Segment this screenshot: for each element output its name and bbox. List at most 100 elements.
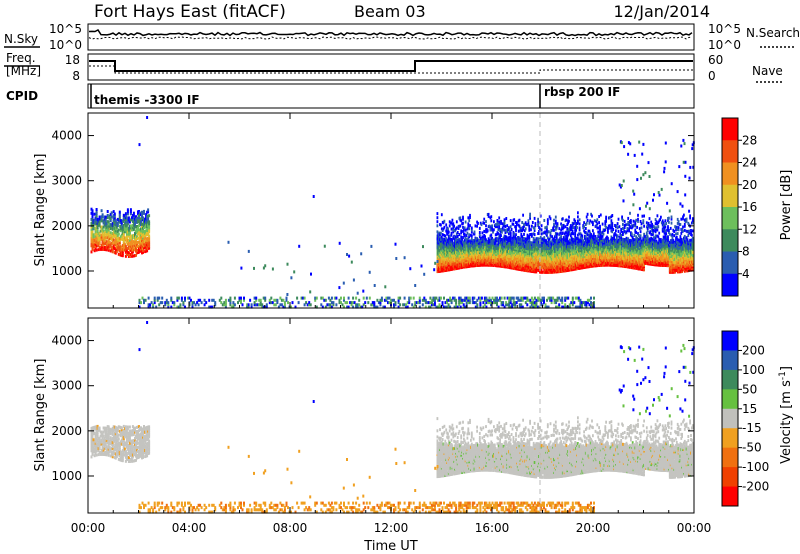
power-cell xyxy=(126,230,129,234)
power-cell xyxy=(130,238,133,242)
power-cell xyxy=(143,238,145,242)
power-cell xyxy=(532,260,535,264)
power-cell xyxy=(97,244,100,248)
power-cell xyxy=(524,227,527,231)
power-cell xyxy=(607,247,609,251)
power-cell xyxy=(532,232,535,236)
power-cell xyxy=(498,256,501,260)
power-cell xyxy=(539,265,542,269)
power-cell xyxy=(532,236,535,240)
power-cell xyxy=(481,231,484,235)
power-cell xyxy=(458,233,461,237)
power-cell xyxy=(460,235,463,239)
power-cell xyxy=(608,246,611,250)
power-cell xyxy=(96,228,99,231)
power-cell xyxy=(494,246,497,250)
power-cell xyxy=(629,238,631,242)
power-cell xyxy=(102,219,105,223)
power-cell xyxy=(486,252,489,256)
power-cell xyxy=(125,246,128,250)
power-cell xyxy=(93,212,96,216)
power-cell xyxy=(506,259,509,263)
power-cell xyxy=(456,231,459,234)
power-cell xyxy=(541,247,544,251)
power-cell xyxy=(138,232,140,236)
power-cell xyxy=(546,236,549,240)
power-cell xyxy=(524,253,527,257)
power-cell xyxy=(479,238,482,242)
power-cell xyxy=(567,231,569,235)
freq-trace xyxy=(89,60,693,72)
power-cell xyxy=(445,264,448,268)
noise-panel: N.Sky 10^5 10^0 10^5 10^0 N.Search xyxy=(4,22,800,52)
power-cell xyxy=(111,248,114,252)
power-plot-frame xyxy=(88,113,694,308)
power-cell xyxy=(124,218,127,222)
power-cell xyxy=(584,227,587,230)
power-cell xyxy=(483,244,486,248)
power-cell xyxy=(551,245,554,249)
power-cell xyxy=(620,262,623,266)
power-cell xyxy=(94,234,97,238)
power-cell xyxy=(556,232,559,236)
power-cell xyxy=(94,242,97,246)
power-cell xyxy=(543,219,546,222)
power-cell xyxy=(138,224,140,228)
power-cell xyxy=(509,225,512,229)
power-cell xyxy=(448,263,451,267)
power-cell xyxy=(532,270,535,274)
power-cell xyxy=(436,212,439,216)
power-cell xyxy=(551,256,554,260)
power-cell xyxy=(107,238,110,242)
power-cell xyxy=(445,268,448,272)
power-cell xyxy=(470,226,473,230)
power-cell xyxy=(562,238,565,242)
power-cell xyxy=(605,215,607,219)
power-cell xyxy=(90,238,93,242)
power-cell xyxy=(526,233,529,237)
power-cell xyxy=(90,207,93,211)
power-cell xyxy=(131,244,134,248)
power-cell xyxy=(612,238,615,242)
power-cell xyxy=(532,255,535,259)
power-cell xyxy=(138,250,140,254)
power-cell xyxy=(119,235,122,239)
power-cell xyxy=(559,252,562,256)
power-cell xyxy=(445,262,448,266)
power-cell xyxy=(105,234,108,238)
power-cell xyxy=(501,226,504,230)
power-cell xyxy=(527,219,530,223)
power-cell xyxy=(146,227,149,230)
power-cell xyxy=(506,262,509,266)
power-cell xyxy=(122,240,125,244)
power-cell xyxy=(443,225,446,229)
cpid-mode-1: rbsp 200 IF xyxy=(544,85,620,99)
power-cell xyxy=(612,255,615,259)
power-cell xyxy=(445,245,448,249)
power-cell xyxy=(554,219,557,223)
power-cell xyxy=(615,237,618,241)
power-cell xyxy=(522,227,524,231)
power-cell xyxy=(501,242,504,246)
power-cell xyxy=(120,233,123,237)
power-cell xyxy=(131,218,134,221)
power-cell xyxy=(598,233,600,237)
power-cell xyxy=(95,244,98,248)
power-cell xyxy=(486,258,489,262)
power-cell xyxy=(143,230,145,234)
power-cell xyxy=(92,243,95,247)
power-cell xyxy=(138,230,140,234)
power-cell xyxy=(582,253,585,257)
power-cell xyxy=(579,236,582,240)
power-cell xyxy=(138,214,140,218)
power-cell xyxy=(445,260,448,264)
power-cell xyxy=(148,244,151,248)
power-cell xyxy=(525,223,528,227)
power-cell xyxy=(494,225,497,229)
power-cell xyxy=(96,230,99,234)
power-cell xyxy=(440,213,443,217)
power-cell xyxy=(95,210,98,213)
power-cell xyxy=(585,221,588,225)
power-cell xyxy=(598,221,600,225)
